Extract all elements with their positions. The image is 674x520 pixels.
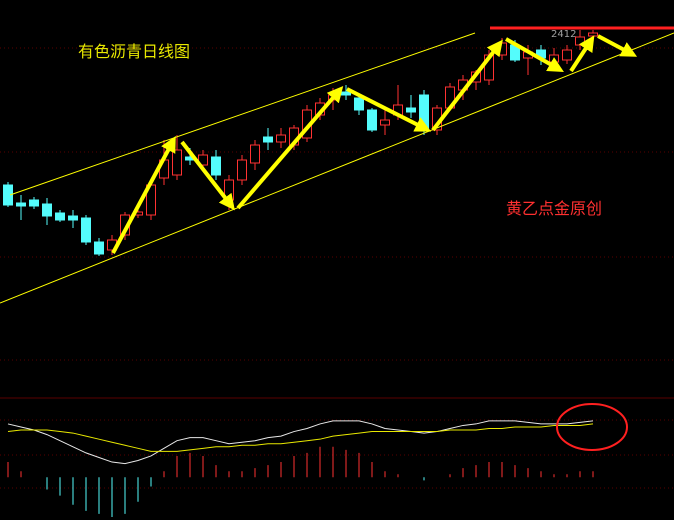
candle-body: [276, 134, 286, 143]
candle-body: [237, 159, 247, 181]
arrow: [346, 87, 432, 132]
candle-body: [29, 199, 39, 207]
candle-body: [3, 184, 13, 206]
author-label: 黄乙点金原创: [506, 199, 602, 218]
plot: [3, 30, 598, 517]
candle-body: [380, 119, 390, 126]
candle-body: [575, 36, 585, 46]
candle-body: [562, 49, 572, 61]
candle-body: [42, 203, 52, 217]
candle-body: [497, 42, 507, 56]
candle-body: [250, 144, 260, 164]
arrow: [236, 85, 344, 210]
arrow: [431, 39, 503, 132]
candle-body: [211, 156, 221, 176]
candle-body: [68, 215, 78, 221]
candle-body: [549, 54, 559, 63]
candle-body: [94, 241, 104, 255]
candle-body: [406, 107, 416, 113]
candle-body: [588, 32, 598, 37]
candle-body: [81, 217, 91, 243]
candle-body: [55, 212, 65, 221]
annotations: 有色沥青日线图 黄乙点金原创 2412: [0, 26, 674, 451]
candle-body: [354, 97, 364, 111]
price-label: 2412: [551, 29, 576, 40]
candle-body: [16, 202, 26, 207]
wave-arrows: [111, 34, 638, 254]
arrow: [180, 140, 235, 211]
candle-body: [172, 149, 182, 176]
chart-title: 有色沥青日线图: [78, 42, 190, 61]
arrow: [111, 135, 176, 254]
candle-body: [367, 109, 377, 131]
channel-upper: [9, 32, 476, 196]
arrow: [505, 37, 564, 72]
candle-body: [263, 136, 273, 143]
macd-line: [7, 420, 594, 465]
candle-body: [198, 154, 208, 166]
arrow: [597, 34, 638, 57]
channel-lower: [0, 32, 674, 304]
arrow: [569, 35, 595, 73]
candle-body: [341, 91, 351, 96]
highlight-circle: [556, 403, 628, 451]
macd-line: [7, 423, 594, 452]
